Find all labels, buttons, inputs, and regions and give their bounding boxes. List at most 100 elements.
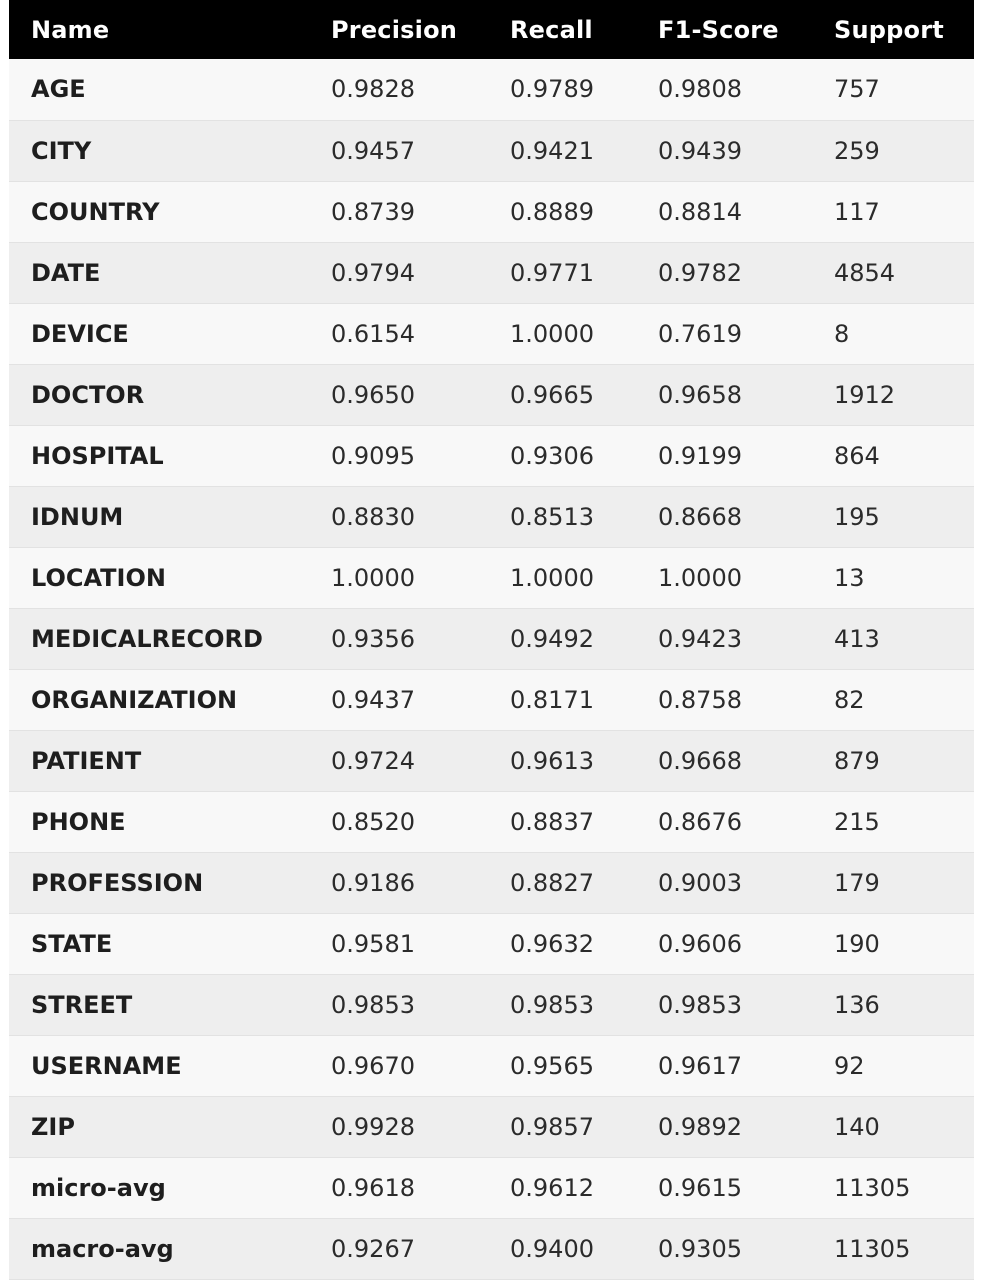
cell-support: 413: [834, 624, 880, 653]
cell-recall: 0.9421: [510, 136, 594, 165]
cell-recall: 0.9400: [510, 1234, 594, 1263]
cell-f1-score: 0.9439: [658, 136, 742, 165]
cell-name: PHONE: [31, 807, 126, 836]
cell-precision: 0.9618: [331, 1173, 415, 1202]
cell-f1-score: 1.0000: [658, 563, 742, 592]
table-row: MEDICALRECORD 0.9356 0.9492 0.9423 413: [9, 608, 974, 669]
cell-support: 140: [834, 1112, 880, 1141]
table-row: PHONE 0.8520 0.8837 0.8676 215: [9, 791, 974, 852]
cell-name: DATE: [31, 258, 101, 287]
cell-support: 190: [834, 929, 880, 958]
cell-f1-score: 0.7619: [658, 319, 742, 348]
cell-name: micro-avg: [31, 1173, 166, 1202]
cell-precision: 0.9267: [331, 1234, 415, 1263]
cell-name: macro-avg: [31, 1234, 174, 1263]
cell-f1-score: 0.9606: [658, 929, 742, 958]
metrics-table: Name Precision Recall F1-Score Support A…: [9, 0, 974, 1280]
cell-recall: 0.9665: [510, 380, 594, 409]
cell-f1-score: 0.9658: [658, 380, 742, 409]
cell-precision: 0.9853: [331, 990, 415, 1019]
cell-name: PROFESSION: [31, 868, 204, 897]
cell-precision: 0.9095: [331, 441, 415, 470]
table-row: macro-avg 0.9267 0.9400 0.9305 11305: [9, 1218, 974, 1279]
cell-support: 179: [834, 868, 880, 897]
cell-support: 8: [834, 319, 850, 348]
cell-recall: 0.9789: [510, 75, 594, 104]
cell-f1-score: 0.9808: [658, 75, 742, 104]
cell-precision: 0.8520: [331, 807, 415, 836]
cell-recall: 0.9565: [510, 1051, 594, 1080]
table-row: DEVICE 0.6154 1.0000 0.7619 8: [9, 303, 974, 364]
cell-name: MEDICALRECORD: [31, 624, 263, 653]
header-support: Support: [834, 15, 944, 44]
cell-name: DOCTOR: [31, 380, 145, 409]
cell-f1-score: 0.9199: [658, 441, 742, 470]
cell-support: 92: [834, 1051, 865, 1080]
cell-recall: 0.8889: [510, 197, 594, 226]
cell-precision: 0.9794: [331, 258, 415, 287]
header-name: Name: [31, 15, 110, 44]
table-row: USERNAME 0.9670 0.9565 0.9617 92: [9, 1035, 974, 1096]
cell-name: ORGANIZATION: [31, 685, 238, 714]
table-row: DOCTOR 0.9650 0.9665 0.9658 1912: [9, 364, 974, 425]
table-row: IDNUM 0.8830 0.8513 0.8668 195: [9, 486, 974, 547]
table-row: micro-avg 0.9618 0.9612 0.9615 11305: [9, 1157, 974, 1218]
cell-support: 757: [834, 75, 880, 104]
cell-support: 136: [834, 990, 880, 1019]
table-row: HOSPITAL 0.9095 0.9306 0.9199 864: [9, 425, 974, 486]
cell-precision: 0.9828: [331, 75, 415, 104]
cell-recall: 1.0000: [510, 563, 594, 592]
cell-precision: 0.8830: [331, 502, 415, 531]
cell-f1-score: 0.9423: [658, 624, 742, 653]
cell-recall: 0.8171: [510, 685, 594, 714]
cell-f1-score: 0.9305: [658, 1234, 742, 1263]
table-row: STREET 0.9853 0.9853 0.9853 136: [9, 974, 974, 1035]
cell-f1-score: 0.8814: [658, 197, 742, 226]
cell-f1-score: 0.9003: [658, 868, 742, 897]
cell-recall: 0.9306: [510, 441, 594, 470]
table-row: COUNTRY 0.8739 0.8889 0.8814 117: [9, 181, 974, 242]
cell-f1-score: 0.8758: [658, 685, 742, 714]
cell-support: 4854: [834, 258, 896, 287]
table-row: PROFESSION 0.9186 0.8827 0.9003 179: [9, 852, 974, 913]
header-row: Name Precision Recall F1-Score Support: [9, 0, 974, 59]
cell-precision: 0.9650: [331, 380, 415, 409]
cell-precision: 0.9670: [331, 1051, 415, 1080]
cell-f1-score: 0.9853: [658, 990, 742, 1019]
cell-name: USERNAME: [31, 1051, 182, 1080]
cell-name: AGE: [31, 75, 86, 104]
cell-precision: 1.0000: [331, 563, 415, 592]
cell-name: HOSPITAL: [31, 441, 164, 470]
table-row: LOCATION 1.0000 1.0000 1.0000 13: [9, 547, 974, 608]
table-row: AGE 0.9828 0.9789 0.9808 757: [9, 59, 974, 120]
cell-name: PATIENT: [31, 746, 142, 775]
cell-precision: 0.6154: [331, 319, 415, 348]
cell-recall: 0.9857: [510, 1112, 594, 1141]
cell-precision: 0.9457: [331, 136, 415, 165]
cell-name: ZIP: [31, 1112, 75, 1141]
cell-recall: 0.8837: [510, 807, 594, 836]
cell-recall: 1.0000: [510, 319, 594, 348]
table-row: DATE 0.9794 0.9771 0.9782 4854: [9, 242, 974, 303]
cell-name: LOCATION: [31, 563, 166, 592]
cell-f1-score: 0.9617: [658, 1051, 742, 1080]
cell-support: 11305: [834, 1173, 911, 1202]
cell-precision: 0.9356: [331, 624, 415, 653]
cell-precision: 0.8739: [331, 197, 415, 226]
cell-support: 82: [834, 685, 865, 714]
cell-recall: 0.8513: [510, 502, 594, 531]
cell-precision: 0.9724: [331, 746, 415, 775]
cell-recall: 0.8827: [510, 868, 594, 897]
cell-support: 879: [834, 746, 880, 775]
cell-f1-score: 0.8668: [658, 502, 742, 531]
cell-recall: 0.9632: [510, 929, 594, 958]
cell-recall: 0.9613: [510, 746, 594, 775]
cell-support: 1912: [834, 380, 896, 409]
cell-support: 259: [834, 136, 880, 165]
cell-support: 13: [834, 563, 865, 592]
cell-recall: 0.9612: [510, 1173, 594, 1202]
cell-support: 11305: [834, 1234, 911, 1263]
cell-f1-score: 0.9615: [658, 1173, 742, 1202]
table-header: Name Precision Recall F1-Score Support: [9, 0, 974, 59]
cell-precision: 0.9928: [331, 1112, 415, 1141]
